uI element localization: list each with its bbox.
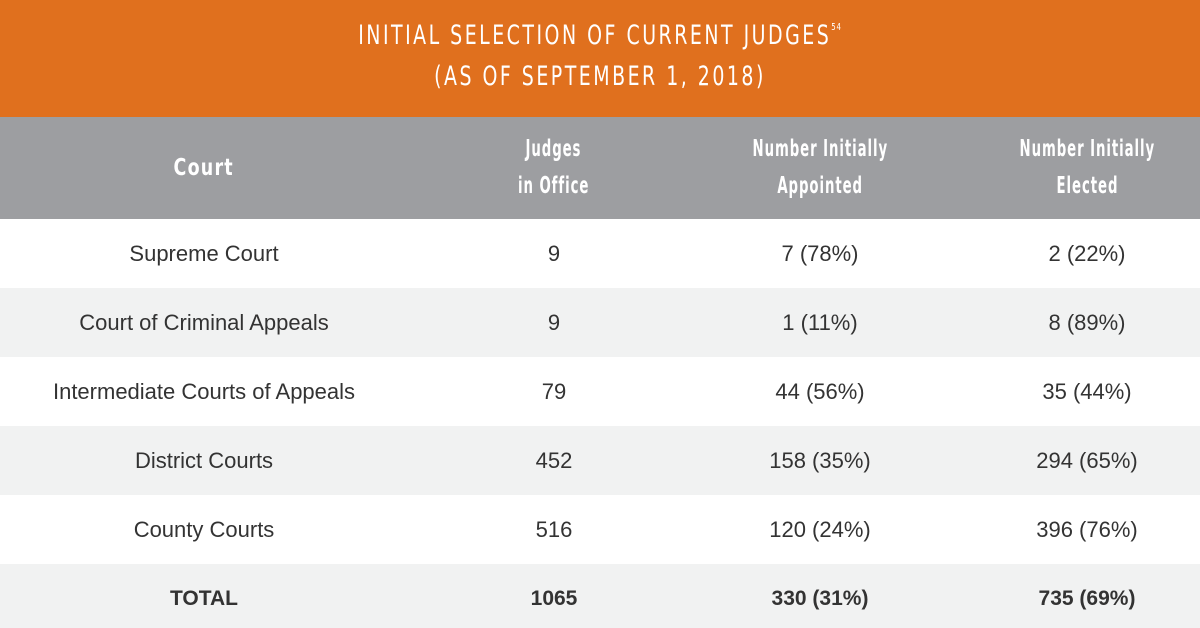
- cell-court: Intermediate Courts of Appeals: [52, 378, 356, 404]
- cell-elected: 35 (44%): [1042, 378, 1132, 404]
- table-row: Court of Criminal Appeals 9 1 (11%) 8 (8…: [0, 288, 1200, 357]
- table-row: County Courts 516 120 (24%) 396 (76%): [0, 495, 1200, 564]
- header-judges-in-office: Judges in Office: [518, 136, 590, 199]
- cell-elected: 396 (76%): [1036, 516, 1138, 542]
- table-row: Supreme Court 9 7 (78%) 2 (22%): [0, 219, 1200, 288]
- cell-total-label: TOTAL: [169, 587, 239, 610]
- header-initially-elected: Number Initially Elected: [1019, 136, 1155, 199]
- cell-court: Supreme Court: [129, 240, 279, 266]
- table-total-row: TOTAL 1065 330 (31%) 735 (69%): [0, 564, 1200, 628]
- cell-judges: 452: [535, 447, 573, 473]
- cell-judges: 9: [547, 309, 561, 335]
- cell-judges: 516: [535, 516, 573, 542]
- cell-total-appointed: 330 (31%): [771, 587, 869, 610]
- table-row: Intermediate Courts of Appeals 79 44 (56…: [0, 357, 1200, 426]
- footnote-marker: 54: [831, 22, 842, 33]
- table-subtitle: (AS OF SEPTEMBER 1, 2018): [434, 61, 766, 92]
- table-row: District Courts 452 158 (35%) 294 (65%): [0, 426, 1200, 495]
- cell-judges: 79: [541, 378, 567, 404]
- title-text: INITIAL SELECTION OF CURRENT JUDGES: [358, 20, 832, 51]
- cell-court: District Courts: [134, 447, 274, 473]
- cell-elected: 294 (65%): [1036, 447, 1138, 473]
- header-initially-appointed: Number Initially Appointed: [752, 136, 888, 199]
- header-court: Court: [173, 154, 235, 181]
- cell-appointed: 158 (35%): [769, 447, 871, 473]
- cell-court: County Courts: [133, 516, 275, 542]
- cell-appointed: 1 (11%): [782, 309, 858, 335]
- cell-court: Court of Criminal Appeals: [79, 309, 329, 335]
- cell-appointed: 7 (78%): [781, 240, 859, 266]
- table-title: INITIAL SELECTION OF CURRENT JUDGES54: [132, 20, 1068, 51]
- cell-elected: 2 (22%): [1048, 240, 1126, 266]
- cell-appointed: 44 (56%): [775, 378, 865, 404]
- cell-total-judges: 1065: [530, 587, 578, 610]
- cell-elected: 8 (89%): [1048, 309, 1126, 335]
- table-header-row: Court Judges in Office Number Initially Ap…: [0, 117, 1200, 219]
- table-title-banner: INITIAL SELECTION OF CURRENT JUDGES54 (A…: [0, 0, 1200, 117]
- cell-appointed: 120 (24%): [769, 516, 871, 542]
- cell-judges: 9: [547, 240, 561, 266]
- cell-total-elected: 735 (69%): [1038, 587, 1136, 610]
